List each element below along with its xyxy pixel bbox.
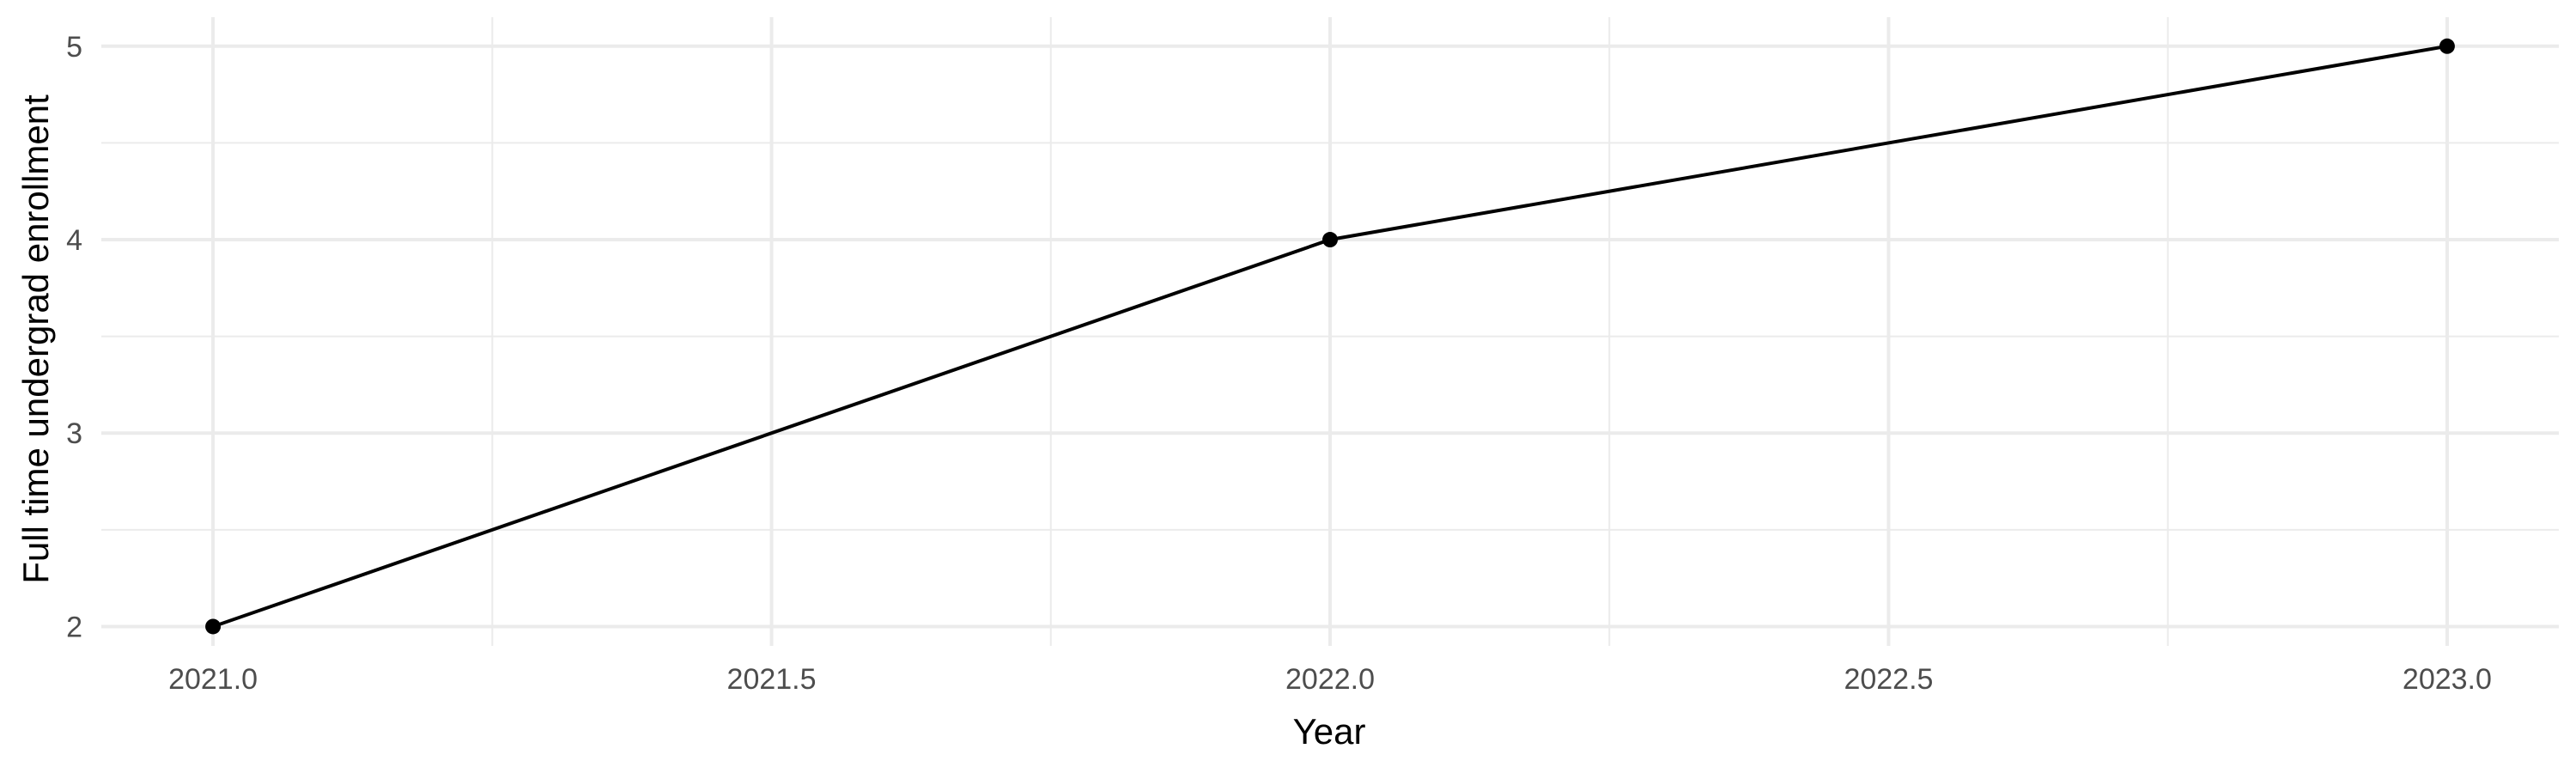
y-axis-ticks: 2 3 4 5	[66, 31, 82, 644]
x-tick-label: 2021.5	[727, 663, 817, 696]
y-tick-label: 5	[66, 31, 82, 64]
data-point-0	[205, 618, 222, 635]
x-tick-label: 2022.5	[1844, 663, 1933, 696]
x-tick-label: 2023.0	[2403, 663, 2492, 696]
y-tick-label: 2	[66, 611, 82, 643]
y-tick-label: 3	[66, 417, 82, 450]
y-axis-title: Full time undergrad enrollment	[15, 94, 56, 584]
x-tick-label: 2022.0	[1285, 663, 1375, 696]
y-tick-label: 4	[66, 224, 82, 257]
x-axis-title: Year	[1293, 711, 1366, 752]
data-point-1	[1322, 232, 1338, 248]
data-point-2	[2439, 38, 2455, 54]
grid	[101, 17, 2559, 646]
x-axis-ticks: 2021.0 2021.5 2022.0 2022.5 2023.0	[168, 663, 2492, 696]
x-tick-label: 2021.0	[168, 663, 258, 696]
points-layer	[205, 38, 2455, 635]
